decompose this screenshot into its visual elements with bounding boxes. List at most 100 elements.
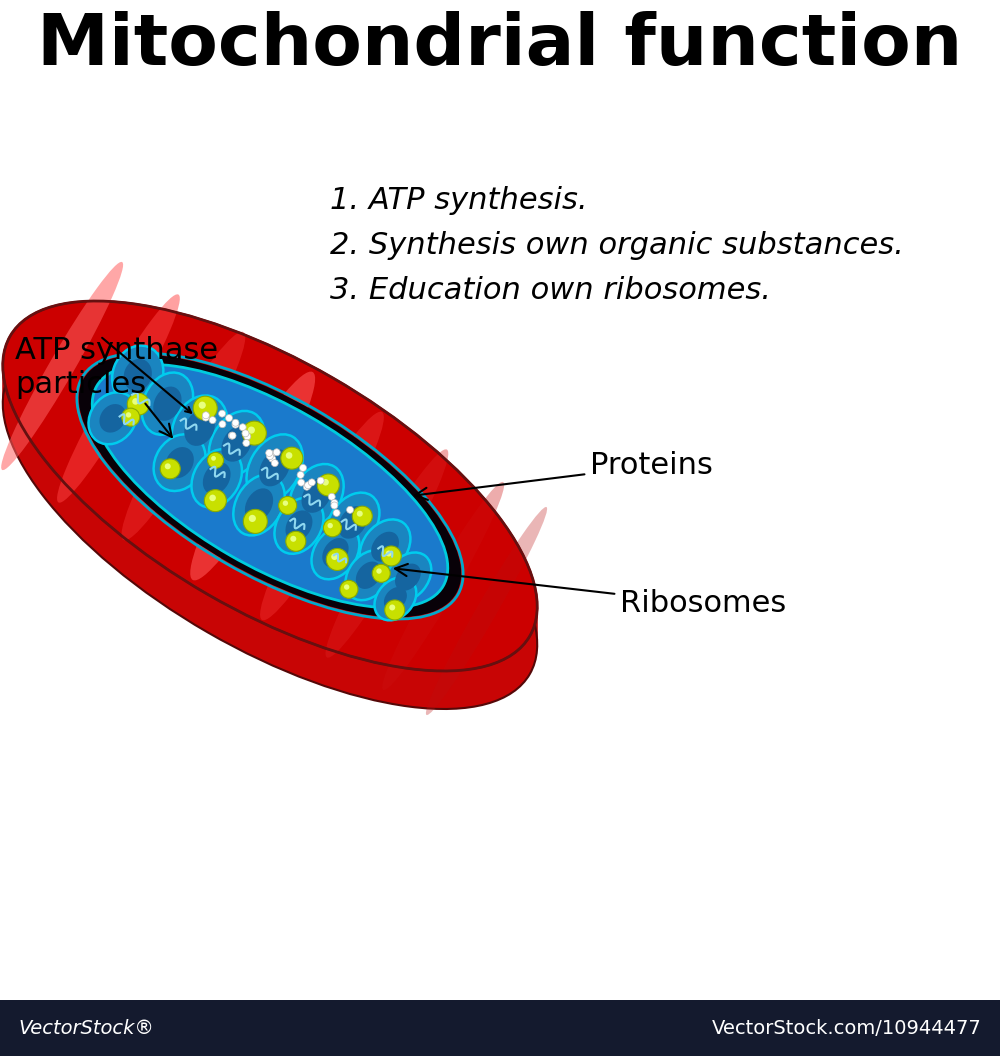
Ellipse shape xyxy=(356,562,381,589)
Circle shape xyxy=(300,465,307,471)
Ellipse shape xyxy=(3,308,537,678)
Ellipse shape xyxy=(3,313,537,683)
Ellipse shape xyxy=(209,411,265,476)
Ellipse shape xyxy=(3,323,537,693)
Ellipse shape xyxy=(154,434,205,491)
Ellipse shape xyxy=(285,510,312,542)
Ellipse shape xyxy=(112,345,163,404)
Circle shape xyxy=(268,451,275,457)
Ellipse shape xyxy=(3,331,537,700)
Circle shape xyxy=(229,432,236,439)
Ellipse shape xyxy=(312,526,359,580)
Ellipse shape xyxy=(203,463,231,494)
Ellipse shape xyxy=(3,329,537,699)
Ellipse shape xyxy=(245,488,273,522)
Ellipse shape xyxy=(89,393,137,445)
Ellipse shape xyxy=(345,550,392,600)
Circle shape xyxy=(290,535,296,542)
Circle shape xyxy=(305,482,312,489)
Circle shape xyxy=(376,568,382,573)
Ellipse shape xyxy=(79,355,461,618)
Ellipse shape xyxy=(3,331,537,701)
Ellipse shape xyxy=(322,538,349,567)
Circle shape xyxy=(165,464,171,469)
Text: ATP synthase
particles: ATP synthase particles xyxy=(15,336,218,437)
Circle shape xyxy=(226,415,233,421)
Ellipse shape xyxy=(289,464,344,527)
Text: VectorStock.com/10944477: VectorStock.com/10944477 xyxy=(712,1018,982,1037)
Circle shape xyxy=(244,433,251,440)
Ellipse shape xyxy=(122,332,245,541)
Circle shape xyxy=(322,479,329,486)
Text: Mitochondrial function: Mitochondrial function xyxy=(37,12,963,80)
Circle shape xyxy=(242,430,249,437)
Ellipse shape xyxy=(3,326,537,696)
Circle shape xyxy=(286,531,306,551)
Ellipse shape xyxy=(3,337,537,706)
Circle shape xyxy=(347,506,354,513)
Circle shape xyxy=(239,423,246,431)
Circle shape xyxy=(297,471,304,478)
Circle shape xyxy=(249,515,256,522)
Ellipse shape xyxy=(3,334,537,704)
Ellipse shape xyxy=(385,552,431,602)
Circle shape xyxy=(243,439,250,447)
Ellipse shape xyxy=(3,309,537,679)
Circle shape xyxy=(357,511,363,516)
Text: Ribosomes: Ribosomes xyxy=(395,564,786,619)
Circle shape xyxy=(243,509,267,533)
Ellipse shape xyxy=(3,306,537,676)
Ellipse shape xyxy=(3,307,537,677)
Ellipse shape xyxy=(3,324,537,694)
Ellipse shape xyxy=(426,507,547,715)
Ellipse shape xyxy=(374,578,416,620)
Circle shape xyxy=(204,490,226,512)
Ellipse shape xyxy=(360,520,410,573)
Circle shape xyxy=(386,550,392,557)
Ellipse shape xyxy=(3,335,537,705)
Ellipse shape xyxy=(165,447,194,478)
Circle shape xyxy=(242,421,266,445)
Circle shape xyxy=(352,506,372,526)
Ellipse shape xyxy=(3,316,537,686)
Circle shape xyxy=(127,393,149,415)
Ellipse shape xyxy=(395,564,421,590)
Ellipse shape xyxy=(260,412,384,620)
Ellipse shape xyxy=(3,321,537,691)
Circle shape xyxy=(266,453,273,459)
Ellipse shape xyxy=(3,338,537,708)
Circle shape xyxy=(283,501,288,506)
Circle shape xyxy=(228,432,235,439)
Circle shape xyxy=(199,401,206,409)
Circle shape xyxy=(308,478,315,486)
Circle shape xyxy=(317,474,339,496)
Circle shape xyxy=(126,412,131,417)
Text: Proteins: Proteins xyxy=(415,452,713,499)
Ellipse shape xyxy=(371,531,399,562)
Ellipse shape xyxy=(326,493,379,552)
Circle shape xyxy=(273,449,280,456)
Ellipse shape xyxy=(3,301,537,671)
Circle shape xyxy=(232,421,239,428)
Ellipse shape xyxy=(191,449,242,508)
Ellipse shape xyxy=(153,386,182,420)
Ellipse shape xyxy=(233,474,285,535)
Ellipse shape xyxy=(3,327,537,697)
Circle shape xyxy=(331,553,338,560)
Ellipse shape xyxy=(3,332,537,702)
Ellipse shape xyxy=(3,319,537,689)
Circle shape xyxy=(160,458,180,478)
Ellipse shape xyxy=(3,339,537,709)
Circle shape xyxy=(344,584,349,589)
Ellipse shape xyxy=(3,302,537,672)
Bar xyxy=(0,1000,1000,1056)
Ellipse shape xyxy=(3,328,537,698)
Ellipse shape xyxy=(3,317,537,687)
Ellipse shape xyxy=(3,312,537,681)
Circle shape xyxy=(331,499,338,507)
Ellipse shape xyxy=(3,336,537,706)
Ellipse shape xyxy=(172,396,227,460)
Ellipse shape xyxy=(3,305,537,675)
Circle shape xyxy=(209,494,216,502)
Circle shape xyxy=(122,409,140,427)
